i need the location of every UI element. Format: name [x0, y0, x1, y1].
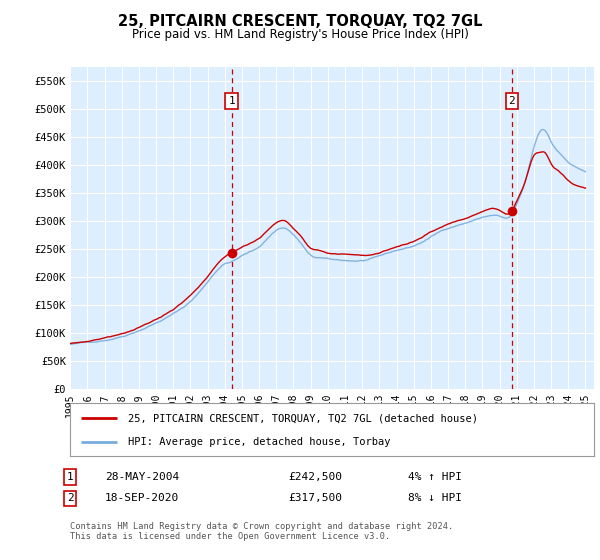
- Text: 25, PITCAIRN CRESCENT, TORQUAY, TQ2 7GL (detached house): 25, PITCAIRN CRESCENT, TORQUAY, TQ2 7GL …: [128, 413, 478, 423]
- Text: 2: 2: [508, 96, 515, 106]
- Text: Contains HM Land Registry data © Crown copyright and database right 2024.
This d: Contains HM Land Registry data © Crown c…: [70, 522, 454, 542]
- Text: 4% ↑ HPI: 4% ↑ HPI: [408, 472, 462, 482]
- Text: £317,500: £317,500: [288, 493, 342, 503]
- Text: 2: 2: [67, 493, 74, 503]
- Text: 25, PITCAIRN CRESCENT, TORQUAY, TQ2 7GL: 25, PITCAIRN CRESCENT, TORQUAY, TQ2 7GL: [118, 14, 482, 29]
- Text: 28-MAY-2004: 28-MAY-2004: [105, 472, 179, 482]
- Text: Price paid vs. HM Land Registry's House Price Index (HPI): Price paid vs. HM Land Registry's House …: [131, 28, 469, 41]
- Text: 1: 1: [228, 96, 235, 106]
- Text: £242,500: £242,500: [288, 472, 342, 482]
- Text: HPI: Average price, detached house, Torbay: HPI: Average price, detached house, Torb…: [128, 436, 391, 446]
- Text: 8% ↓ HPI: 8% ↓ HPI: [408, 493, 462, 503]
- Text: 18-SEP-2020: 18-SEP-2020: [105, 493, 179, 503]
- Text: 1: 1: [67, 472, 74, 482]
